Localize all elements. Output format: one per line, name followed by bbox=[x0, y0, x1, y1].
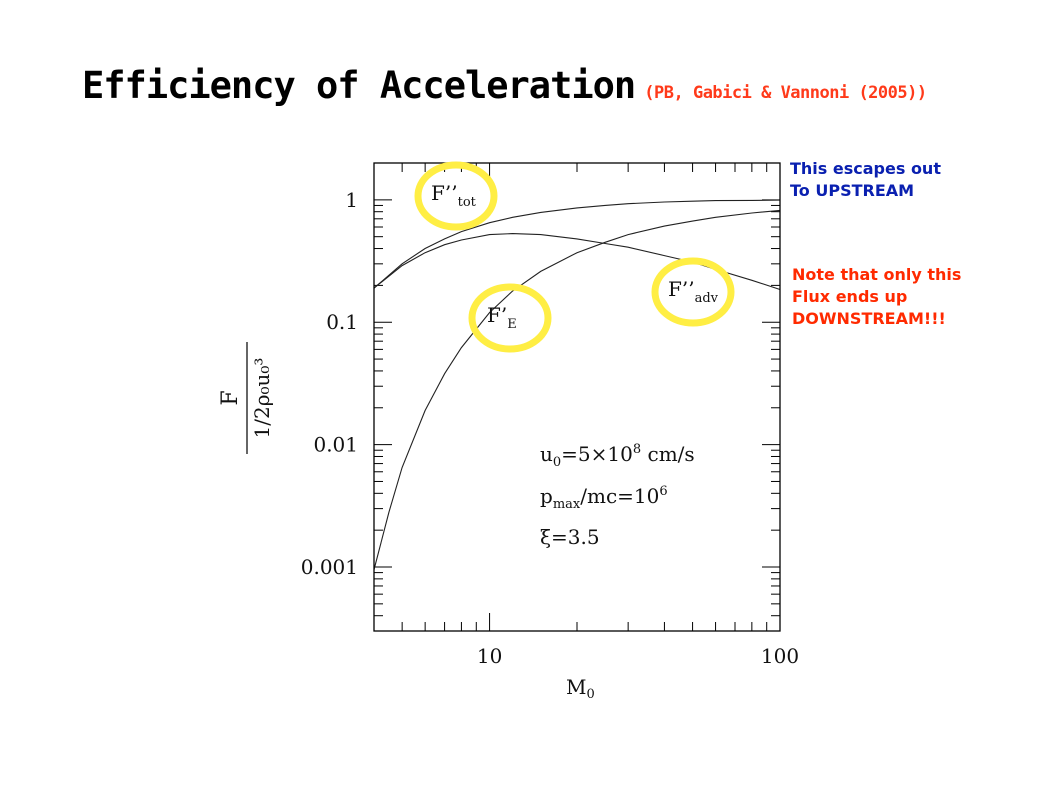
highlight-circle bbox=[651, 257, 735, 327]
series-labels: F’’tot F’’adv F’E bbox=[431, 181, 719, 332]
series-label: F’’adv bbox=[668, 277, 719, 306]
series-lines bbox=[373, 199, 781, 570]
series-label: F’’tot bbox=[431, 181, 477, 210]
series-line bbox=[373, 209, 781, 570]
highlight-circle bbox=[468, 283, 552, 353]
tick-labels: 10 100 1 0.1 0.01 0.001 bbox=[301, 188, 799, 668]
downstream-note-line: Note that only this bbox=[792, 265, 962, 284]
series-label: F’E bbox=[487, 303, 517, 332]
y-tick-label: 0.001 bbox=[301, 555, 358, 579]
plot-frame bbox=[373, 162, 781, 632]
upstream-note-line: This escapes out bbox=[790, 159, 941, 178]
downstream-note-line: Flux ends up bbox=[792, 287, 908, 306]
series-line bbox=[373, 199, 781, 289]
upstream-note-line: To UPSTREAM bbox=[790, 181, 915, 200]
param-pmax: pmax/mc=106 bbox=[540, 484, 668, 512]
highlight-circle bbox=[414, 161, 498, 231]
y-tick-label: 0.01 bbox=[313, 433, 358, 457]
title-citation: (PB, Gabici & Vannoni (2005)) bbox=[644, 83, 927, 103]
x-axis-label: M0 bbox=[566, 675, 595, 702]
title-main: Efficiency of Acceleration bbox=[82, 64, 636, 107]
y-axis-label: F 1/2ρ₀u₀³ bbox=[218, 342, 274, 454]
param-xi: ξ=3.5 bbox=[540, 525, 600, 549]
downstream-note: Note that only this Flux ends up DOWNSTR… bbox=[792, 264, 961, 330]
highlight-circles bbox=[414, 161, 735, 353]
series-line bbox=[373, 233, 781, 291]
downstream-note-line: DOWNSTREAM!!! bbox=[792, 309, 946, 328]
y-tick-label: 1 bbox=[345, 188, 358, 212]
y-tick-label: 0.1 bbox=[326, 310, 358, 334]
y-label-denominator: 1/2ρ₀u₀³ bbox=[250, 358, 274, 439]
upstream-note: This escapes out To UPSTREAM bbox=[790, 158, 941, 202]
x-tick-label: 10 bbox=[477, 644, 502, 668]
y-label-numerator: F bbox=[218, 390, 243, 405]
x-tick-label: 100 bbox=[761, 644, 799, 668]
param-u0: u0=5×108 cm/s bbox=[540, 442, 695, 470]
page-title: Efficiency of Acceleration (PB, Gabici &… bbox=[82, 64, 927, 107]
axis-ticks bbox=[373, 162, 781, 632]
